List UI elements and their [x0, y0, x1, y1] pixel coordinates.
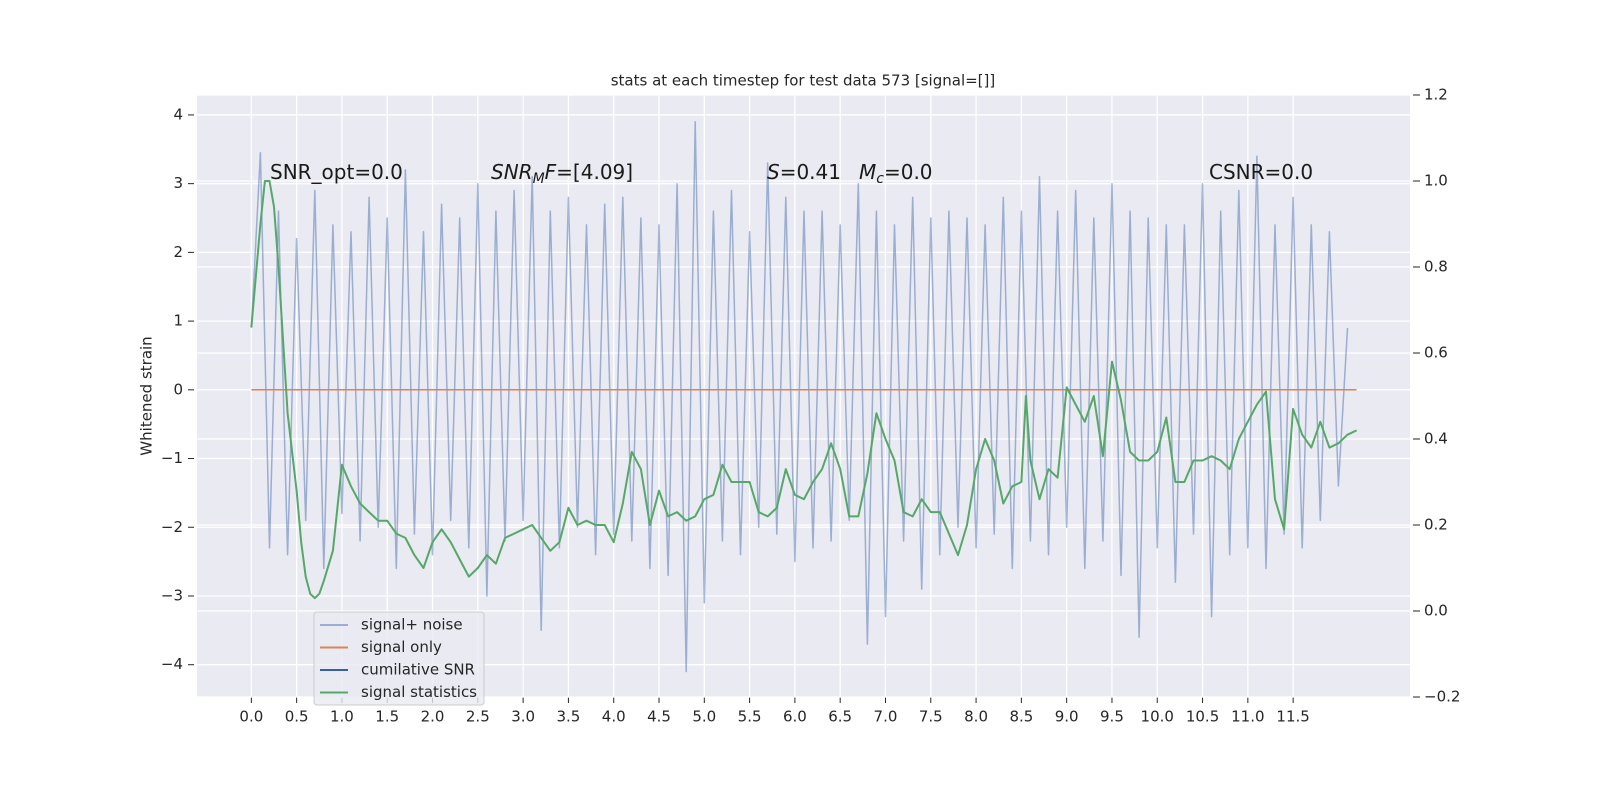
- annotation-text: =0.0: [884, 160, 933, 184]
- x-tick-label: 0.5: [285, 708, 309, 726]
- x-tick-label: 3.0: [511, 708, 535, 726]
- x-tick-label: 8.5: [1009, 708, 1033, 726]
- x-tick-label: 4.0: [602, 708, 626, 726]
- annotation-text: M: [533, 171, 545, 187]
- x-tick-label: 7.5: [919, 708, 943, 726]
- annotation-text: SNR: [491, 160, 533, 184]
- legend: signal+ noise signal only cumilative SNR si…: [313, 611, 485, 706]
- y2-tick-label: 0.6: [1424, 344, 1448, 362]
- y2-tick-label: 0.8: [1424, 258, 1448, 276]
- x-tick-label: 10.5: [1186, 708, 1219, 726]
- annotation: CSNR=0.0: [1209, 160, 1313, 184]
- y-tick-label: −1: [161, 449, 183, 467]
- y2-tick-label: 0.2: [1424, 516, 1448, 534]
- y-tick-label: 1: [173, 312, 183, 330]
- annotation-text: SNR_opt=0.0: [270, 160, 403, 184]
- legend-label: signal statistics: [361, 683, 477, 701]
- annotation-text: CSNR=0.0: [1209, 160, 1313, 184]
- legend-label: signal only: [361, 638, 442, 656]
- marks: [250, 121, 1358, 673]
- chart-title: stats at each timestep for test data 573…: [611, 72, 996, 90]
- y2-tick-label: 0.0: [1424, 602, 1448, 620]
- x-tick-label: 4.5: [647, 708, 671, 726]
- annotation-text: =[4.09]: [556, 160, 633, 184]
- x-tick-label: 11.0: [1231, 708, 1264, 726]
- annotation-text: S: [767, 160, 780, 184]
- y-tick-label: −2: [161, 518, 183, 536]
- series-line: [250, 121, 1349, 673]
- y2-tick-label: −0.2: [1424, 688, 1460, 706]
- grid: [188, 94, 1420, 703]
- series-line: [250, 180, 1358, 600]
- x-tick-label: 1.0: [330, 708, 354, 726]
- y-tick-label: 0: [173, 380, 183, 398]
- y2-tick-label: 0.4: [1424, 430, 1448, 448]
- annotation: SNRMF=[4.09]: [491, 160, 633, 188]
- legend-box: [313, 611, 485, 706]
- annotation-text: M: [859, 160, 876, 184]
- x-tick-label: 3.5: [556, 708, 580, 726]
- y-tick-label: −3: [161, 586, 183, 604]
- x-tick-label: 5.0: [692, 708, 716, 726]
- legend-label: cumilative SNR: [361, 661, 475, 679]
- x-tick-label: 11.5: [1276, 708, 1309, 726]
- y2-tick-label: 1.2: [1424, 86, 1448, 104]
- y-tick-label: 2: [173, 243, 183, 261]
- y-axis-label: Whitened strain: [138, 336, 156, 455]
- annotation-text: F: [545, 160, 557, 184]
- y-tick-label: 3: [173, 174, 183, 192]
- x-tick-label: 1.5: [375, 708, 399, 726]
- annotation-text: =0.41: [780, 160, 841, 184]
- y2-tick-label: 1.0: [1424, 172, 1448, 190]
- annotation: Mc=0.0: [859, 160, 933, 188]
- legend-label: signal+ noise: [361, 616, 463, 634]
- x-tick-label: 6.5: [828, 708, 852, 726]
- x-tick-label: 7.0: [874, 708, 898, 726]
- x-tick-label: 8.0: [964, 708, 988, 726]
- x-tick-label: 6.0: [783, 708, 807, 726]
- x-tick-label: 2.0: [421, 708, 445, 726]
- plot-area: [197, 95, 1410, 697]
- x-tick-label: 9.0: [1055, 708, 1079, 726]
- annotation: SNR_opt=0.0: [270, 160, 403, 184]
- annotation: S=0.41: [767, 160, 841, 184]
- annotation-text: c: [876, 171, 884, 187]
- x-tick-label: 9.5: [1100, 708, 1124, 726]
- x-tick-label: 2.5: [466, 708, 490, 726]
- y-tick-label: −4: [161, 655, 183, 673]
- y-tick-label: 4: [173, 105, 183, 123]
- x-tick-label: 10.0: [1141, 708, 1174, 726]
- x-tick-label: 0.0: [239, 708, 263, 726]
- x-tick-label: 5.5: [738, 708, 762, 726]
